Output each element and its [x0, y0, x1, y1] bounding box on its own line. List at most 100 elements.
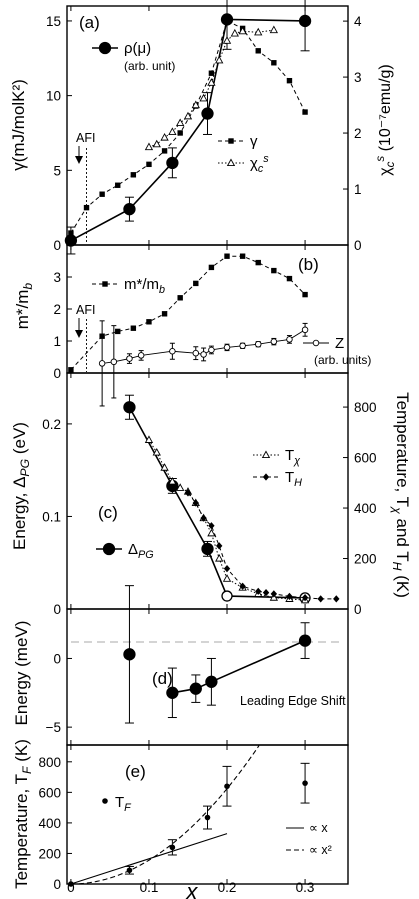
legend-marker: [102, 281, 108, 287]
y-tick-label: 0: [53, 238, 61, 253]
legend-label: TF: [115, 794, 132, 814]
data-point: [144, 142, 154, 151]
data-point: [230, 28, 239, 37]
panel-label: (a): [79, 13, 100, 32]
y-tick-label: 800: [38, 755, 61, 770]
data-point: [215, 553, 224, 562]
data-point: [269, 25, 279, 34]
y-tick-label: 0: [53, 651, 61, 666]
data-point: [161, 311, 168, 317]
y-right-axis-title: Temperature, Tχ and TH (K): [390, 392, 412, 598]
data-point: [176, 483, 185, 491]
data-point: [192, 499, 199, 507]
afi-arrowhead: [75, 156, 83, 164]
data-point: [184, 489, 192, 497]
y-right-tick-label: 800: [354, 400, 377, 415]
data-point: [270, 338, 278, 345]
y-tick-label: 600: [38, 785, 61, 800]
y-right-tick-label: 1: [354, 182, 362, 197]
panel-a: 0 5 10 15 0 1 2 3 4 (a) γ(mJ/molK²) χcs (10⁻⁷emu/g)…: [9, 0, 397, 255]
data-point: [99, 191, 105, 197]
series-line: [70, 18, 306, 242]
data-point: [68, 230, 74, 236]
data-point: [302, 780, 308, 786]
data-point: [68, 367, 74, 373]
afi-label: AFI: [76, 131, 95, 145]
legend-item: ρ(μ) (arb. unit): [92, 40, 175, 73]
data-point: [193, 280, 199, 287]
data-point: [169, 844, 176, 851]
data-point: [68, 881, 74, 887]
data-point: [301, 594, 309, 602]
data-point: [183, 111, 193, 120]
data-point: [146, 161, 152, 168]
legend-marker: [228, 138, 234, 144]
data-point: [161, 148, 168, 154]
panel-frame: [66, 372, 349, 610]
data-point: [168, 476, 177, 485]
legend-label: Z: [335, 335, 344, 352]
series-line: [70, 20, 306, 234]
data-point: [200, 351, 207, 358]
y-axis-title: γ(mJ/molK²): [9, 79, 28, 171]
data-point: [208, 522, 215, 530]
y-right-tick-label: 0: [354, 602, 362, 617]
data-point: [123, 401, 136, 414]
data-point: [98, 360, 106, 367]
legend-label: TH: [285, 469, 302, 489]
data-point: [110, 358, 118, 366]
y-tick-label: 200: [38, 846, 61, 861]
data-point: [146, 319, 152, 325]
data-point: [160, 132, 169, 141]
data-point: [199, 93, 208, 102]
data-point: [286, 275, 293, 282]
data-point: [255, 587, 262, 595]
data-point: [286, 336, 293, 343]
data-point: [208, 264, 215, 271]
data-point: [262, 588, 270, 597]
annotation-label: Leading Edge Shift: [240, 694, 346, 708]
data-point: [166, 156, 179, 169]
data-point: [215, 55, 224, 64]
data-point: [302, 109, 308, 115]
x-tick-label: 0: [67, 880, 75, 895]
y-axis-title: Temperature, TF (K): [12, 739, 34, 889]
data-point: [115, 328, 121, 335]
legend-label: Tχ: [285, 447, 301, 467]
data-point: [223, 344, 231, 351]
data-point: [115, 182, 121, 188]
data-point: [166, 686, 179, 699]
legend-item: m*/mb: [92, 276, 165, 296]
data-point: [191, 100, 200, 109]
legend-marker: [261, 450, 271, 459]
panel-label: (e): [125, 762, 146, 781]
data-point: [201, 542, 214, 555]
y-tick-label: −5: [46, 720, 61, 735]
series-solid-circle: [64, 0, 312, 255]
series-dashed-diamond: [184, 489, 340, 603]
legend-item: γ: [218, 133, 258, 150]
panel-d: −5 0 (d) Energy (meV) Leading Edge Shift: [12, 585, 349, 746]
data-point: [255, 259, 261, 266]
data-point: [126, 355, 133, 362]
data-point: [224, 783, 230, 790]
y-axis-title: Energy, ΔPG (eV): [10, 422, 32, 550]
fit-line: [70, 833, 228, 885]
data-point: [152, 447, 161, 456]
data-point: [333, 595, 340, 603]
panel-c: 0 0.1 0.2 0 200 400 600 800 (c) Energy, ΔPG (eV) T…: [10, 372, 412, 617]
data-point: [126, 867, 133, 874]
y-tick-label: 1: [53, 334, 61, 349]
series-line-open-circle: [98, 320, 309, 407]
data-point: [207, 528, 216, 537]
series-dotted-triangle: [144, 25, 279, 151]
data-point: [270, 590, 278, 598]
panel-e: 0 200 400 600 800 (e) Temperature, TF (K) 0 0.1 0…: [12, 739, 349, 899]
panel-label: (d): [152, 669, 173, 688]
panel-frame: [66, 744, 349, 885]
data-point: [271, 60, 277, 66]
data-point: [168, 127, 177, 135]
data-point: [144, 435, 154, 443]
data-point: [222, 36, 232, 44]
